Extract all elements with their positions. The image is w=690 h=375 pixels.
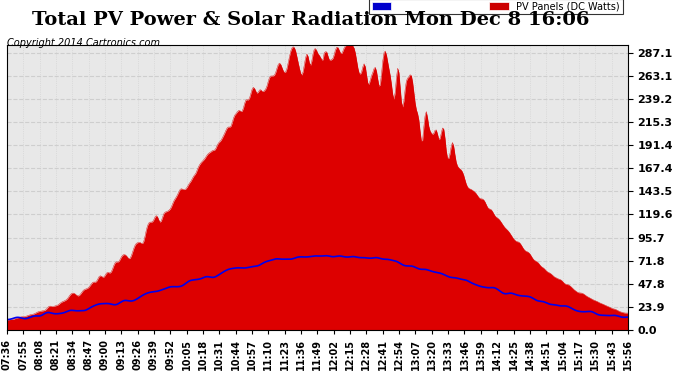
Text: Copyright 2014 Cartronics.com: Copyright 2014 Cartronics.com bbox=[7, 38, 160, 48]
Text: Total PV Power & Solar Radiation Mon Dec 8 16:06: Total PV Power & Solar Radiation Mon Dec… bbox=[32, 11, 589, 29]
Legend: Radiation (W/m2), PV Panels (DC Watts): Radiation (W/m2), PV Panels (DC Watts) bbox=[368, 0, 623, 14]
